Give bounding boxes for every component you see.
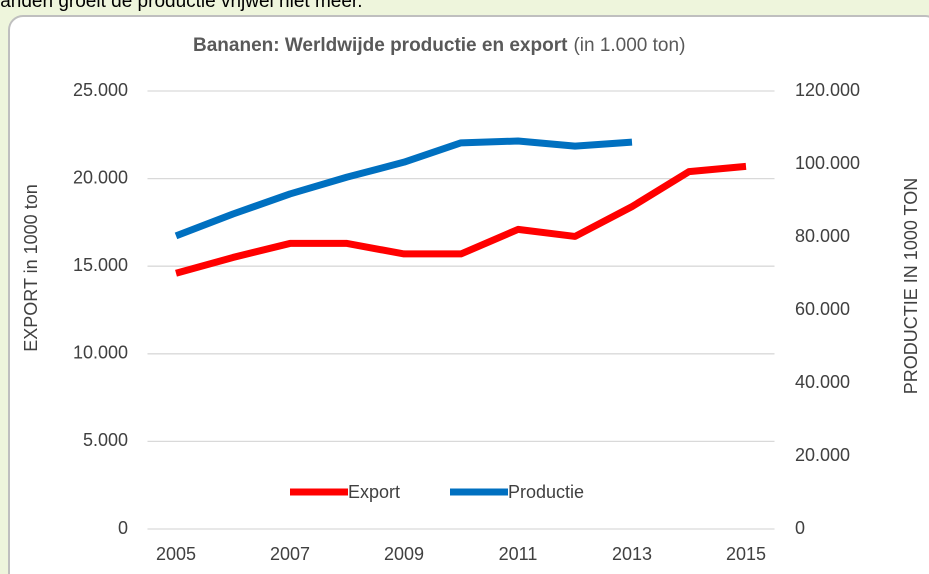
y-axis-label: EXPORT in 1000 ton: [21, 184, 41, 351]
y-tick-label: 10.000: [73, 343, 128, 363]
series-line: [175, 162, 747, 277]
y2-tick-label: 60.000: [795, 299, 850, 319]
series-line: [174, 137, 633, 240]
subtitle: (in 1.000 ton): [573, 35, 685, 56]
y2-tick-label: 120.000: [795, 80, 860, 100]
y-tick-label: 20.000: [73, 167, 128, 187]
y2-tick-label: 100.000: [795, 153, 860, 173]
y-tick-label: 25.000: [73, 80, 128, 100]
y2-tick-label: 80.000: [795, 226, 850, 246]
y-tick-label: 15.000: [73, 255, 128, 275]
x-tick-label: 2013: [612, 544, 652, 564]
chart-title: Bananen: Werldwijde productie en export(…: [193, 35, 685, 56]
legend-label: Export: [348, 482, 400, 502]
y2-tick-label: 40.000: [795, 372, 850, 392]
x-tick-label: 2011: [499, 544, 538, 564]
y2-axis-label: PRODUCTIE IN 1000 TON: [901, 178, 921, 394]
x-tick-label: 2005: [156, 544, 196, 564]
x-tick-label: 2007: [270, 544, 310, 564]
y-tick-label: 5.000: [83, 430, 128, 450]
chart-frame: [8, 15, 929, 574]
y-tick-label: 0: [118, 518, 128, 538]
x-tick-label: 2015: [726, 544, 766, 564]
title: Bananen: Werldwijde productie en export: [193, 35, 568, 56]
y2-tick-label: 20.000: [795, 445, 850, 465]
legend-label: Productie: [508, 482, 584, 502]
x-tick-label: 2009: [384, 544, 424, 564]
y2-tick-label: 0: [795, 518, 805, 538]
intro-text: landen groeit de productie vrijwel niet …: [0, 0, 362, 12]
